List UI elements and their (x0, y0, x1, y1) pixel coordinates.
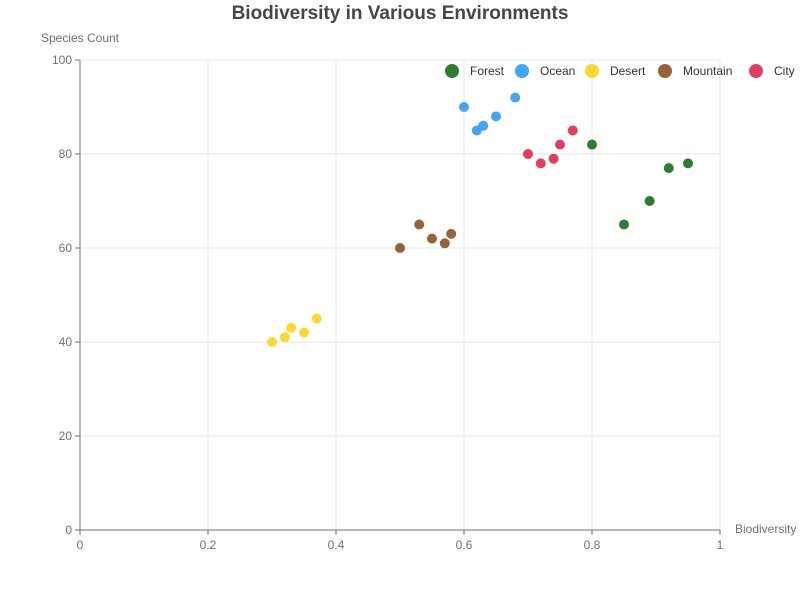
series-city (523, 125, 578, 169)
data-point[interactable] (439, 238, 450, 249)
data-point[interactable] (459, 102, 469, 112)
x-tick-label: 0 (77, 538, 84, 552)
legend-marker (749, 64, 763, 78)
legend-marker (658, 64, 672, 78)
data-point[interactable] (395, 243, 405, 253)
data-point[interactable] (510, 92, 521, 103)
data-point[interactable] (267, 337, 277, 347)
series-ocean (459, 92, 521, 136)
y-tick-label: 100 (52, 53, 72, 67)
data-point[interactable] (663, 163, 674, 174)
legend-item-mountain[interactable]: Mountain (658, 64, 732, 78)
series-mountain (395, 219, 457, 253)
series-forest (587, 139, 693, 230)
legend-label: Ocean (540, 64, 575, 78)
legend[interactable]: Forest Ocean Desert Mountain City (445, 64, 795, 78)
legend-label: Mountain (683, 64, 732, 78)
data-point[interactable] (414, 219, 425, 230)
y-tick-label: 80 (59, 147, 73, 161)
legend-marker (445, 64, 459, 78)
x-axis-title: Biodiversity (735, 522, 796, 536)
legend-item-forest[interactable]: Forest (445, 64, 505, 78)
data-point[interactable] (478, 120, 489, 131)
chart-title: Biodiversity in Various Environments (232, 3, 569, 24)
data-point[interactable] (286, 322, 297, 333)
data-point[interactable] (619, 219, 629, 230)
y-tick-label: 40 (59, 335, 73, 349)
data-point[interactable] (548, 153, 559, 164)
data-point[interactable] (279, 332, 290, 343)
data-point[interactable] (555, 139, 565, 150)
data-point[interactable] (299, 327, 309, 338)
legend-item-ocean[interactable]: Ocean (515, 64, 575, 78)
data-point[interactable] (535, 158, 546, 169)
data-point[interactable] (644, 196, 655, 206)
legend-marker (515, 64, 529, 78)
axes: 0 20 40 60 80 100 0 0.2 0.4 0.6 0.8 1 (52, 53, 724, 552)
y-tick-label: 20 (59, 429, 73, 443)
grid-lines (80, 59, 721, 530)
data-point[interactable] (567, 125, 578, 136)
x-tick-label: 0.4 (328, 538, 345, 552)
data-point[interactable] (491, 111, 501, 122)
legend-label: Forest (470, 64, 505, 78)
legend-marker (585, 64, 599, 78)
legend-item-city[interactable]: City (749, 64, 795, 78)
y-tick-label: 0 (65, 523, 72, 537)
x-tick-label: 1 (717, 538, 724, 552)
legend-item-desert[interactable]: Desert (585, 64, 646, 78)
legend-label: City (774, 64, 795, 78)
data-point[interactable] (683, 158, 693, 169)
data-point[interactable] (311, 313, 322, 324)
x-tick-label: 0.6 (456, 538, 473, 552)
series-desert (267, 313, 322, 347)
data-point[interactable] (427, 233, 437, 244)
legend-label: Desert (610, 64, 646, 78)
data-point[interactable] (587, 139, 597, 150)
data-points (267, 92, 693, 347)
y-tick-label: 60 (59, 241, 73, 255)
x-tick-label: 0.8 (584, 538, 601, 552)
data-point[interactable] (446, 228, 457, 239)
x-tick-label: 0.2 (200, 538, 217, 552)
y-axis-title: Species Count (41, 31, 120, 45)
data-point[interactable] (523, 149, 533, 159)
